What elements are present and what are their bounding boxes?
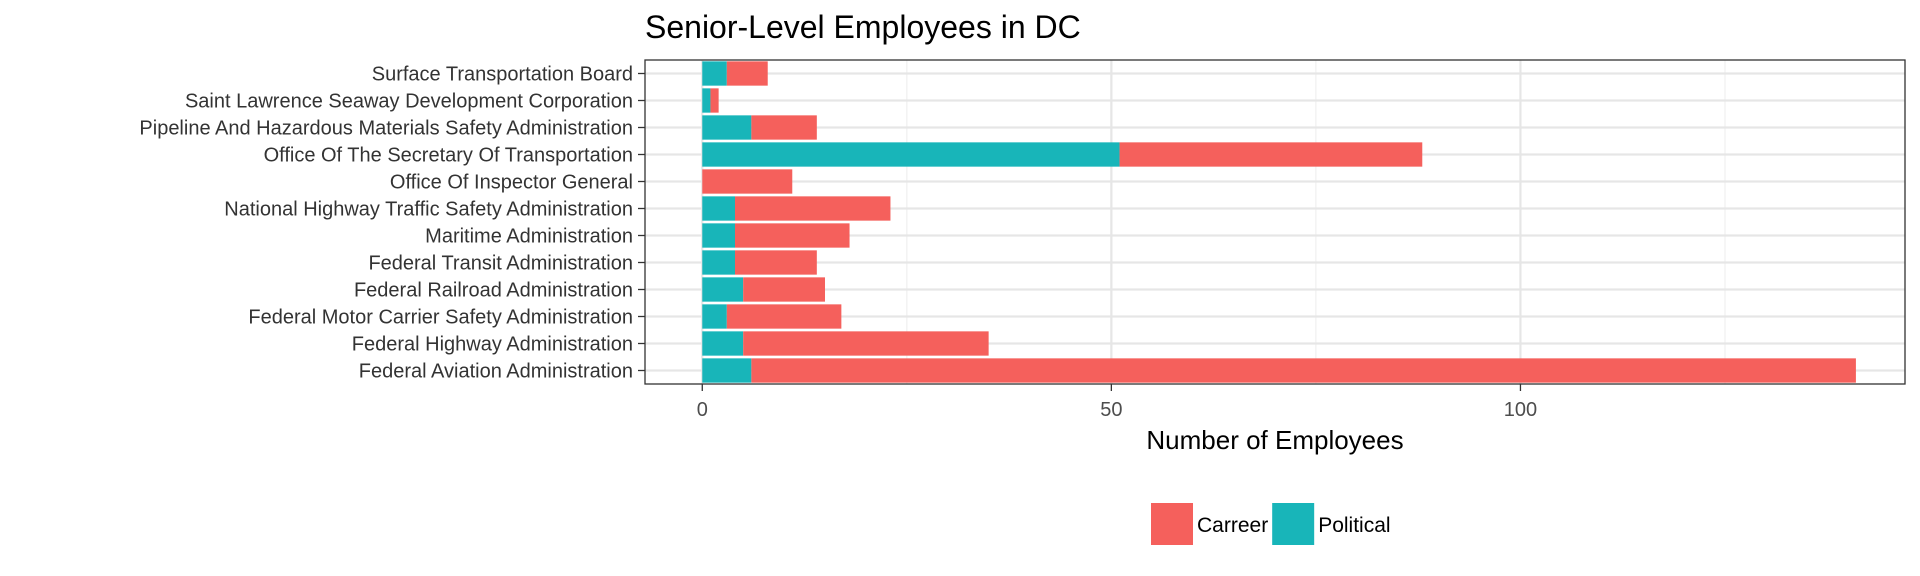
bar-carreer <box>726 61 768 86</box>
bar-carreer <box>710 88 719 113</box>
x-axis-title: Number of Employees <box>1146 425 1403 455</box>
bar-political <box>702 88 711 113</box>
x-tick-label: 50 <box>1100 399 1122 421</box>
bar-political <box>702 142 1120 167</box>
plot-border <box>644 59 1906 385</box>
legend-key-political <box>1272 503 1315 545</box>
bar-political <box>702 61 727 86</box>
category-labels: Surface Transportation Board Saint Lawren… <box>139 64 645 383</box>
category-label: Federal Aviation Administration <box>359 361 633 383</box>
category-label: Office Of The Secretary Of Transportatio… <box>264 145 633 167</box>
x-tick-label: 0 <box>697 399 708 421</box>
bar-political <box>702 331 744 356</box>
category-label: Maritime Administration <box>425 226 633 248</box>
category-label: Federal Motor Carrier Safety Administrat… <box>248 307 633 329</box>
category-label: National Highway Traffic Safety Administ… <box>224 199 633 221</box>
bar-carreer <box>743 331 989 356</box>
legend-label-carreer: Carreer <box>1197 514 1268 537</box>
bar-carreer <box>751 115 817 140</box>
legend: Carreer Political <box>1151 503 1391 545</box>
bar-political <box>702 304 727 329</box>
bar-carreer <box>735 250 817 275</box>
category-label: Office Of Inspector General <box>390 172 633 194</box>
category-label: Federal Highway Administration <box>352 334 633 356</box>
bar-carreer <box>726 304 842 329</box>
bar-carreer <box>743 277 825 302</box>
bar-carreer <box>702 169 793 194</box>
bar-carreer <box>751 358 1856 383</box>
bar-political <box>702 196 735 221</box>
bar-political <box>702 250 735 275</box>
category-label: Surface Transportation Board <box>372 64 633 86</box>
bar-political <box>702 358 752 383</box>
x-axis-ticks: 0 50 100 <box>697 384 1537 421</box>
category-label: Federal Railroad Administration <box>354 280 633 302</box>
bar-carreer <box>735 223 850 248</box>
bar-political <box>702 115 752 140</box>
bars <box>702 61 1856 383</box>
x-tick-label: 100 <box>1504 399 1537 421</box>
bar-political <box>702 277 744 302</box>
category-label: Saint Lawrence Seaway Development Corpor… <box>185 91 633 113</box>
legend-label-political: Political <box>1318 514 1390 537</box>
category-label: Pipeline And Hazardous Materials Safety … <box>139 118 633 140</box>
legend-key-carreer <box>1151 503 1193 545</box>
bar-carreer <box>735 196 891 221</box>
chart-title: Senior-Level Employees in DC <box>645 9 1081 45</box>
bar-carreer <box>1119 142 1423 167</box>
category-label: Federal Transit Administration <box>368 253 633 275</box>
bar-political <box>702 223 735 248</box>
